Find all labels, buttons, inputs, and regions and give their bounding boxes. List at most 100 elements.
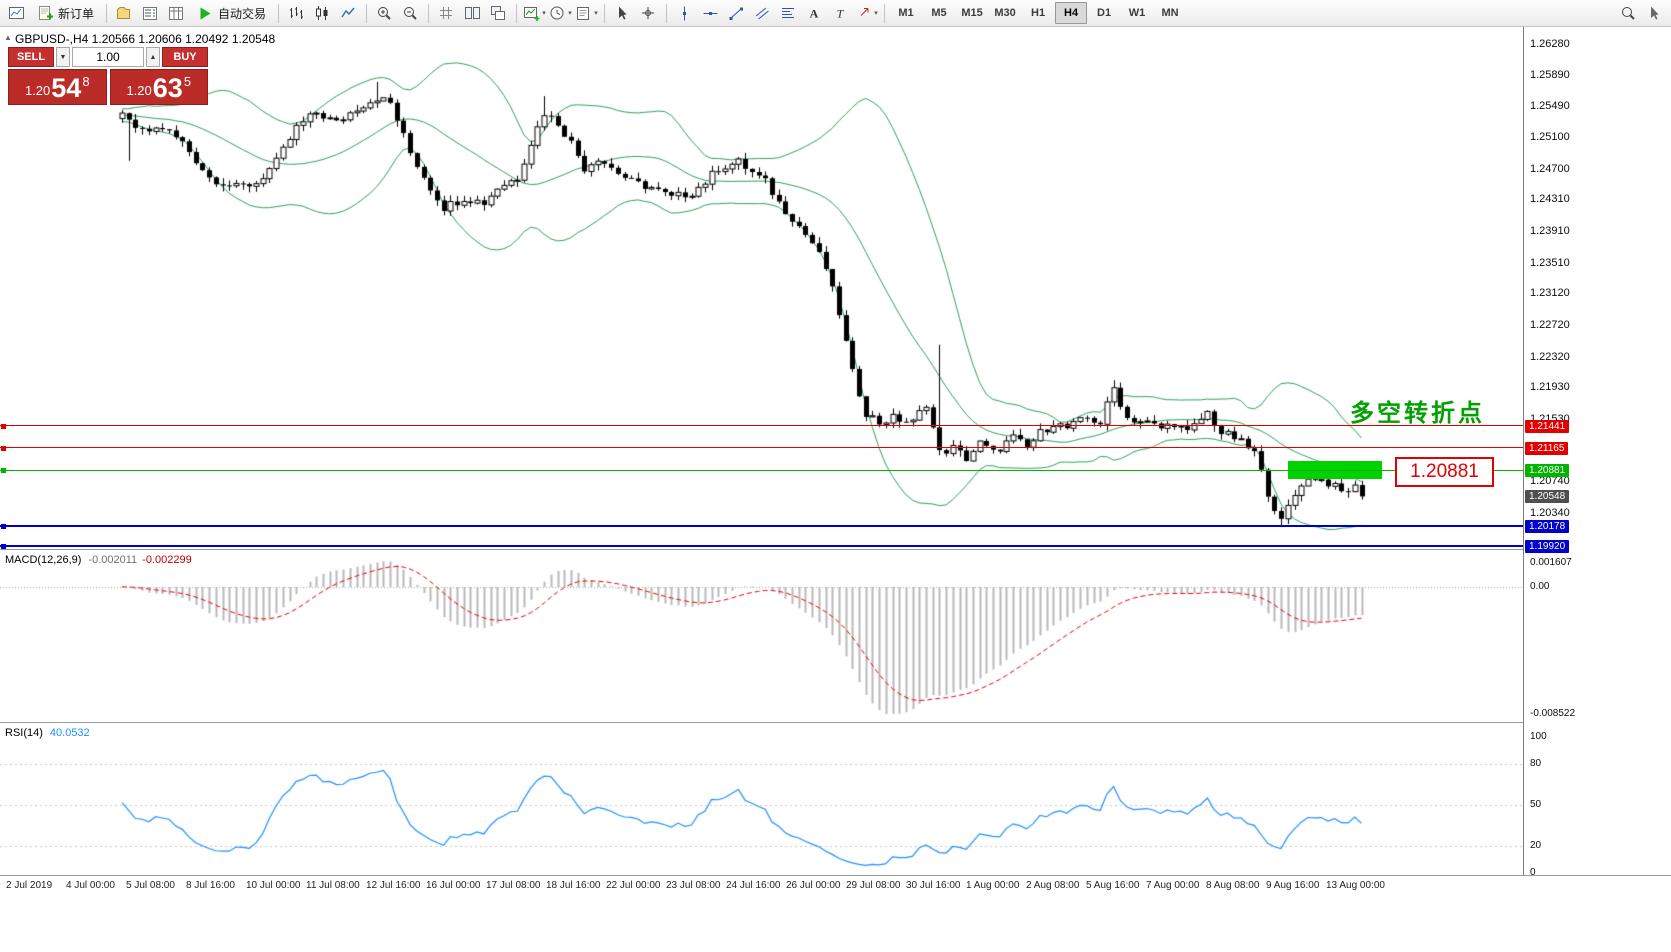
- timeframe-mn-button[interactable]: MN: [1161, 7, 1179, 19]
- time-axis-label: 24 Jul 16:00: [726, 880, 781, 891]
- buy-price-button[interactable]: 1.20 63 5: [109, 69, 208, 105]
- cursor-icon[interactable]: [610, 2, 635, 24]
- tile-windows-icon[interactable]: [460, 2, 485, 24]
- price-axis-label: 1.23120: [1530, 287, 1570, 299]
- timeframe-h4-button[interactable]: H4: [1055, 2, 1088, 24]
- time-axis-label: 1 Aug 00:00: [966, 880, 1020, 891]
- data-window-icon[interactable]: [164, 2, 189, 24]
- trendline-icon[interactable]: [724, 2, 749, 24]
- lot-decrease-button[interactable]: ▼: [56, 47, 70, 67]
- level-price-badge: 1.21441: [1525, 420, 1570, 433]
- timeframe-h1-button[interactable]: H1: [1031, 7, 1046, 19]
- candlestick-chart-icon[interactable]: [310, 2, 335, 24]
- buy-button[interactable]: BUY: [162, 47, 208, 67]
- vertical-line-icon[interactable]: [672, 2, 697, 24]
- price-axis-label: 1.22320: [1530, 351, 1570, 363]
- time-axis-label: 23 Jul 08:00: [666, 880, 721, 891]
- price-axis: 1.26280 1.25890 1.25490 1.25100 1.24700 1.243…: [1523, 27, 1671, 878]
- crosshair-icon[interactable]: [636, 2, 661, 24]
- time-axis-label: 17 Jul 08:00: [486, 880, 541, 891]
- cascade-windows-icon[interactable]: [486, 2, 511, 24]
- toolbar-separator: [516, 3, 518, 23]
- time-axis-label: 8 Jul 16:00: [186, 880, 235, 891]
- svg-text:T: T: [837, 6, 845, 20]
- svg-text:A: A: [810, 6, 819, 20]
- timeframe-d1-button[interactable]: D1: [1097, 7, 1112, 19]
- price-axis-label: 1.20740: [1530, 475, 1570, 487]
- chart-window[interactable]: 1.26280 1.25890 1.25490 1.25100 1.24700 1.243…: [0, 27, 1671, 952]
- timeframe-m30-button[interactable]: M30: [994, 7, 1016, 19]
- chart-window-icon[interactable]: [4, 2, 29, 24]
- search-icon[interactable]: [1616, 2, 1641, 24]
- price-axis-label: 1.25890: [1530, 69, 1570, 81]
- profiles-icon[interactable]: [112, 2, 137, 24]
- macd-indicator-canvas[interactable]: [0, 550, 1523, 722]
- grid-icon[interactable]: [434, 2, 459, 24]
- zoom-in-icon[interactable]: [372, 2, 397, 24]
- time-axis-label: 26 Jul 00:00: [786, 880, 841, 891]
- bar-chart-icon[interactable]: [284, 2, 309, 24]
- time-axis-label: 11 Jul 08:00: [306, 880, 360, 891]
- timeframe-m15-button[interactable]: M15: [961, 7, 983, 19]
- current-price-badge: 1.20548: [1525, 490, 1570, 503]
- timeframe-w1-button[interactable]: W1: [1128, 7, 1146, 19]
- toolbar-separator: [278, 3, 280, 23]
- price-axis-label: 1.23910: [1530, 225, 1570, 237]
- time-axis-label: 16 Jul 00:00: [426, 880, 481, 891]
- time-axis-border: [0, 875, 1671, 876]
- one-click-collapse-icon[interactable]: ▲: [4, 33, 12, 42]
- zoom-out-icon[interactable]: [398, 2, 423, 24]
- text-icon[interactable]: A: [802, 2, 827, 24]
- price-axis-label: 1.24310: [1530, 193, 1570, 205]
- macd-name: MACD(12,26,9): [5, 554, 82, 566]
- sell-button[interactable]: SELL: [8, 47, 54, 67]
- time-axis-label: 4 Jul 00:00: [66, 880, 115, 891]
- time-axis-label: 12 Jul 16:00: [366, 880, 421, 891]
- pointer-icon[interactable]: [1642, 2, 1667, 24]
- price-axis-label: 1.24700: [1530, 163, 1570, 175]
- price-axis-label: 1.23510: [1530, 257, 1570, 269]
- macd-header: MACD(12,26,9) -0.002011 -0.002299: [5, 554, 192, 566]
- equidistant-channel-icon[interactable]: [750, 2, 775, 24]
- macd-axis-label: -0.008522: [1530, 708, 1576, 719]
- price-axis-label: 1.22720: [1530, 319, 1570, 331]
- arrows-icon[interactable]: ▾: [854, 2, 879, 24]
- fibonacci-icon[interactable]: [776, 2, 801, 24]
- toolbar: 新订单 自动交易 ▾ ▾ ▾ A T ▾ M1 M5 M15 M30 H1 H4 D1 W1 MN: [0, 0, 1671, 27]
- rsi-panel-splitter[interactable]: [0, 722, 1671, 723]
- level-price-badge: 1.20881: [1525, 464, 1570, 477]
- horizontal-line-icon[interactable]: [698, 2, 723, 24]
- autotrading-button[interactable]: 自动交易: [190, 2, 273, 24]
- ask-price-pipette: 5: [183, 74, 192, 89]
- line-chart-icon[interactable]: [336, 2, 361, 24]
- time-axis-label: 5 Jul 08:00: [126, 880, 175, 891]
- turning-point-annotation[interactable]: 多空转折点: [1350, 400, 1485, 427]
- text-label-icon[interactable]: T: [828, 2, 853, 24]
- rsi-axis-label: 50: [1530, 799, 1542, 810]
- toolbar-separator: [366, 3, 368, 23]
- toolbar-separator: [884, 3, 886, 23]
- time-axis-label: 30 Jul 16:00: [906, 880, 961, 891]
- rsi-axis-label: 100: [1530, 731, 1547, 742]
- bid-price-big-digits: 54: [51, 73, 82, 103]
- macd-panel-splitter[interactable]: [0, 549, 1671, 550]
- rsi-header: RSI(14) 40.0532: [5, 727, 90, 739]
- price-chart-canvas[interactable]: [0, 27, 1523, 549]
- periods-icon[interactable]: ▾: [548, 2, 573, 24]
- timeframe-m5-button[interactable]: M5: [931, 7, 947, 19]
- templates-icon[interactable]: ▾: [574, 2, 599, 24]
- timeframe-m1-button[interactable]: M1: [898, 7, 914, 19]
- sell-price-button[interactable]: 1.20 54 8: [8, 69, 107, 105]
- indicators-icon[interactable]: ▾: [522, 2, 547, 24]
- ask-price-prefix: 1.20: [126, 83, 152, 98]
- time-axis-label: 2 Jul 2019: [6, 880, 53, 891]
- lot-increase-button[interactable]: ▲: [146, 47, 160, 67]
- level-annotation-box[interactable]: 1.20881: [1395, 457, 1494, 487]
- new-order-button[interactable]: 新订单: [30, 2, 101, 24]
- rsi-indicator-canvas[interactable]: [0, 723, 1523, 875]
- market-watch-icon[interactable]: [138, 2, 163, 24]
- lot-size-input[interactable]: [72, 47, 144, 67]
- highlight-rectangle[interactable]: [1288, 461, 1382, 479]
